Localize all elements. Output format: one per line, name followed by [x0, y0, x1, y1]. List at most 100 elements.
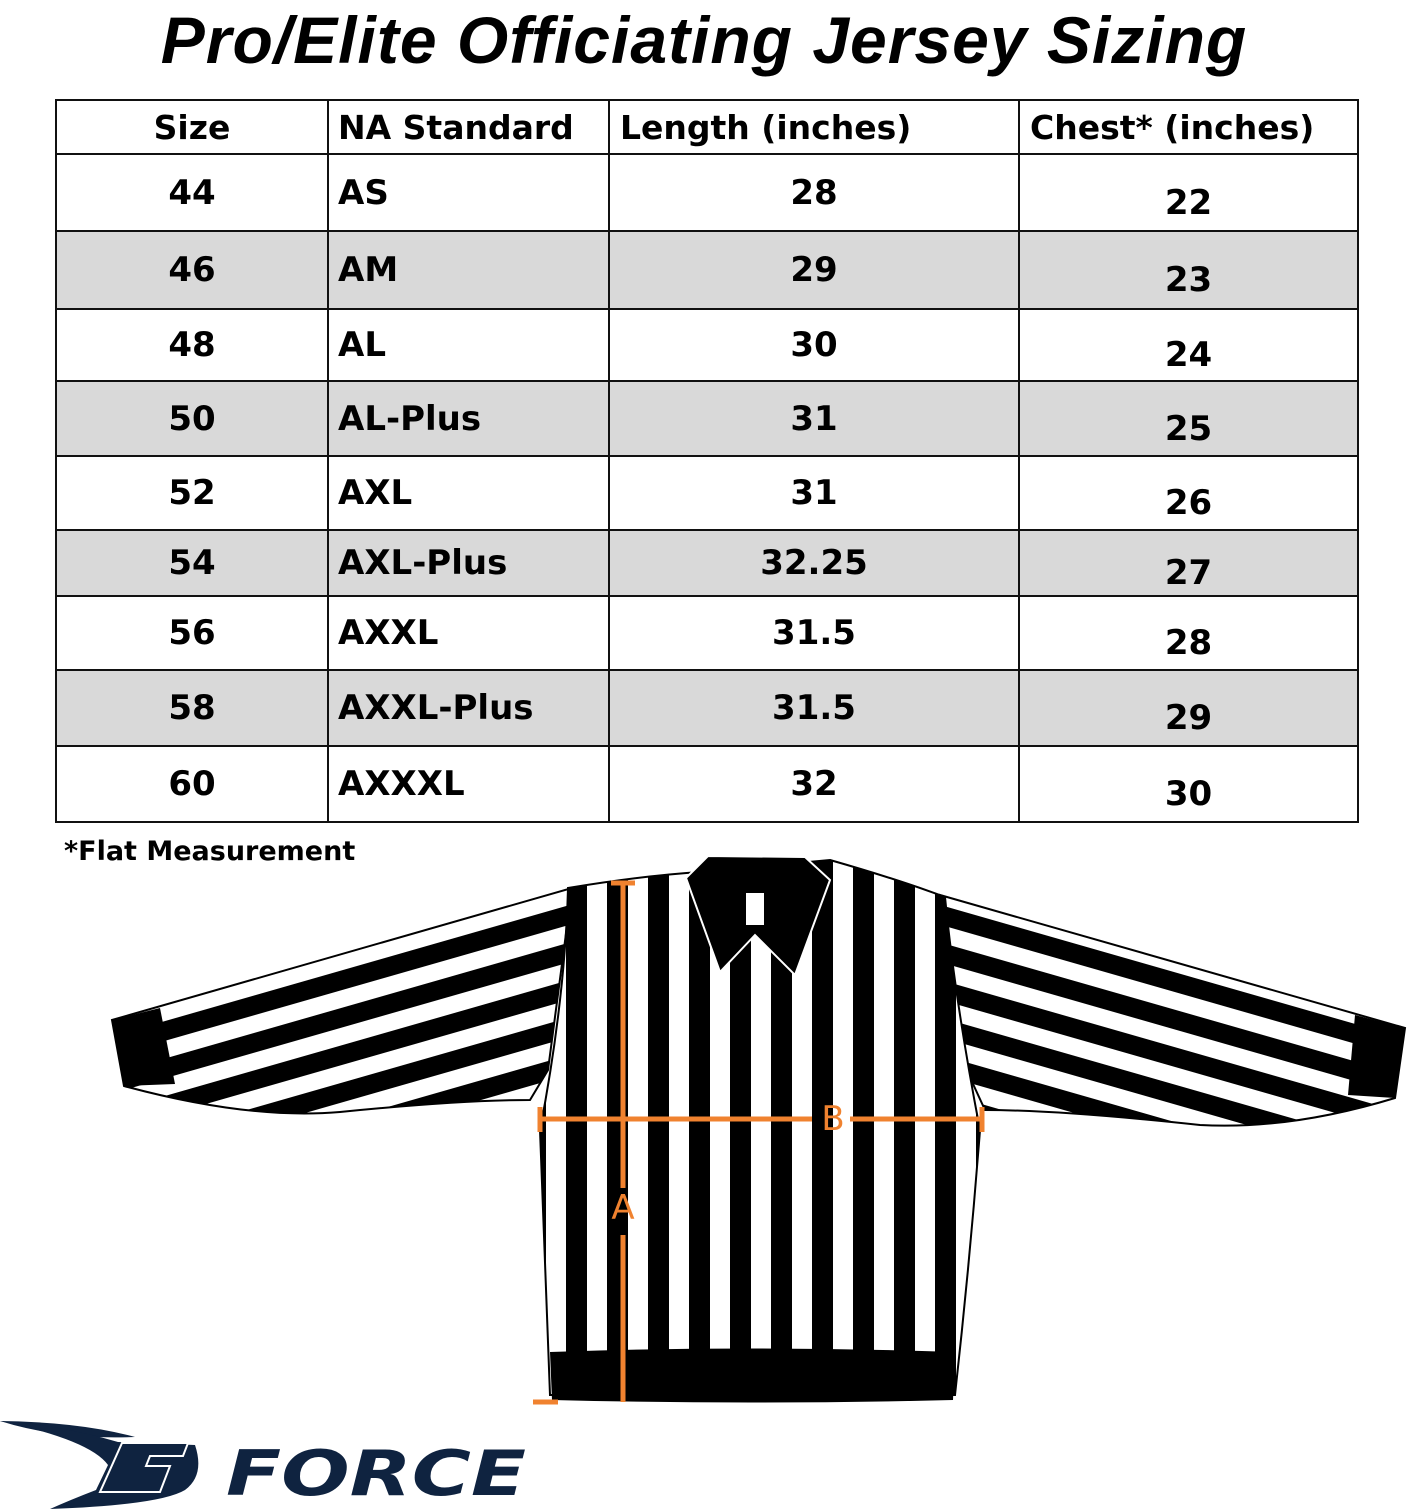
length-value: 30: [790, 325, 838, 365]
cell-na-standard: AXXXL: [327, 745, 610, 823]
length-value: 31.5: [772, 688, 856, 728]
na-standard-value: AS: [338, 172, 389, 213]
table-row: 60 AXXXL 32 30: [55, 745, 1359, 823]
cell-chest: 24: [1018, 308, 1359, 382]
length-value: 28: [790, 172, 838, 213]
length-value: 31: [790, 473, 838, 513]
chest-measure-line: [537, 1107, 985, 1132]
chest-value: 26: [1164, 483, 1213, 523]
chest-value: 23: [1164, 260, 1213, 300]
logo-f-icon: [98, 1442, 190, 1493]
chest-value: 28: [1164, 623, 1213, 663]
na-standard-value: AXL-Plus: [338, 543, 508, 583]
chest-value: 24: [1164, 335, 1213, 375]
cell-chest: 29: [1018, 669, 1359, 747]
chest-value: 30: [1164, 774, 1213, 814]
length-value: 32.25: [760, 543, 868, 583]
collar: [684, 854, 832, 1025]
length-value: 32: [790, 764, 838, 804]
cell-chest: 26: [1018, 455, 1359, 531]
table-row: 58 AXXL-Plus 31.5 29: [55, 669, 1359, 747]
left-sleeve: [110, 886, 574, 1115]
size-value: 50: [168, 398, 216, 439]
cell-size: 52: [55, 455, 329, 531]
size-table: Size NA Standard Length (inches) Chest* …: [55, 99, 1359, 823]
cell-na-standard: AXL-Plus: [327, 529, 610, 597]
na-standard-value: AXL: [338, 473, 413, 513]
length-label: A: [611, 1188, 634, 1228]
cell-length: 31.5: [608, 595, 1020, 671]
cell-length: 31.5: [608, 669, 1020, 747]
na-standard-value: AXXL-Plus: [338, 688, 534, 728]
cell-length: 32: [608, 745, 1020, 823]
size-value: 44: [168, 172, 216, 213]
table-row: 46 AM 29 23: [55, 230, 1359, 310]
size-value: 48: [168, 325, 216, 365]
cell-na-standard: AS: [327, 153, 610, 232]
header-size: Size: [55, 99, 329, 155]
cell-length: 30: [608, 308, 1020, 382]
logo-text: FORCE: [226, 1437, 526, 1509]
cell-length: 32.25: [608, 529, 1020, 597]
na-standard-value: AXXL: [338, 613, 439, 653]
page-title: Pro/Elite Officiating Jersey Sizing: [160, 3, 1248, 77]
header-na-standard: NA Standard: [327, 99, 610, 155]
left-cuff: [112, 1008, 175, 1086]
force-logo: FORCE: [0, 1421, 526, 1509]
cell-chest: 25: [1018, 380, 1359, 457]
chest-value: 22: [1164, 182, 1213, 223]
right-cuff: [1348, 1015, 1405, 1098]
cell-length: 31: [608, 380, 1020, 457]
cell-na-standard: AL: [327, 308, 610, 382]
cell-chest: 28: [1018, 595, 1359, 671]
chest-value: 27: [1164, 553, 1213, 593]
cell-size: 48: [55, 308, 329, 382]
cell-length: 29: [608, 230, 1020, 310]
table-row: 52 AXL 31 26: [55, 455, 1359, 531]
na-standard-value: AL: [338, 325, 386, 365]
size-value: 54: [168, 543, 216, 583]
cell-length: 31: [608, 455, 1020, 531]
chest-label: B: [821, 1099, 844, 1139]
size-value: 60: [168, 764, 216, 804]
na-standard-value: AXXXL: [338, 764, 465, 804]
cell-size: 58: [55, 669, 329, 747]
length-value: 31: [790, 398, 838, 439]
table-header-row: Size NA Standard Length (inches) Chest* …: [55, 99, 1359, 155]
cell-na-standard: AXXL-Plus: [327, 669, 610, 747]
cell-chest: 27: [1018, 529, 1359, 597]
cell-size: 56: [55, 595, 329, 671]
size-value: 52: [168, 473, 216, 513]
cell-length: 28: [608, 153, 1020, 232]
chest-value: 25: [1164, 408, 1213, 449]
na-standard-value: AL-Plus: [338, 398, 482, 439]
right-sleeve: [938, 893, 1407, 1127]
table-row: 56 AXXL 31.5 28: [55, 595, 1359, 671]
length-value: 29: [790, 250, 838, 290]
size-value: 56: [168, 613, 216, 653]
size-value: 46: [168, 250, 216, 290]
size-value: 58: [168, 688, 216, 728]
table-row: 54 AXL-Plus 32.25 27: [55, 529, 1359, 597]
na-standard-value: AM: [338, 250, 399, 290]
header-chest: Chest* (inches): [1018, 99, 1359, 155]
cell-na-standard: AL-Plus: [327, 380, 610, 457]
cell-size: 50: [55, 380, 329, 457]
cell-na-standard: AXL: [327, 455, 610, 531]
chest-value: 29: [1164, 698, 1213, 738]
length-measure-line: [533, 880, 635, 1405]
length-value: 31.5: [772, 613, 856, 653]
table-row: 48 AL 30 24: [55, 308, 1359, 382]
cell-chest: 30: [1018, 745, 1359, 823]
table-row: 44 AS 28 22: [55, 153, 1359, 232]
cell-size: 54: [55, 529, 329, 597]
cell-size: 60: [55, 745, 329, 823]
waistband: [550, 1348, 955, 1403]
header-length: Length (inches): [608, 99, 1020, 155]
table-row: 50 AL-Plus 31 25: [55, 380, 1359, 457]
jersey-body: [538, 858, 982, 1403]
cell-chest: 22: [1018, 153, 1359, 232]
cell-na-standard: AXXL: [327, 595, 610, 671]
cell-na-standard: AM: [327, 230, 610, 310]
